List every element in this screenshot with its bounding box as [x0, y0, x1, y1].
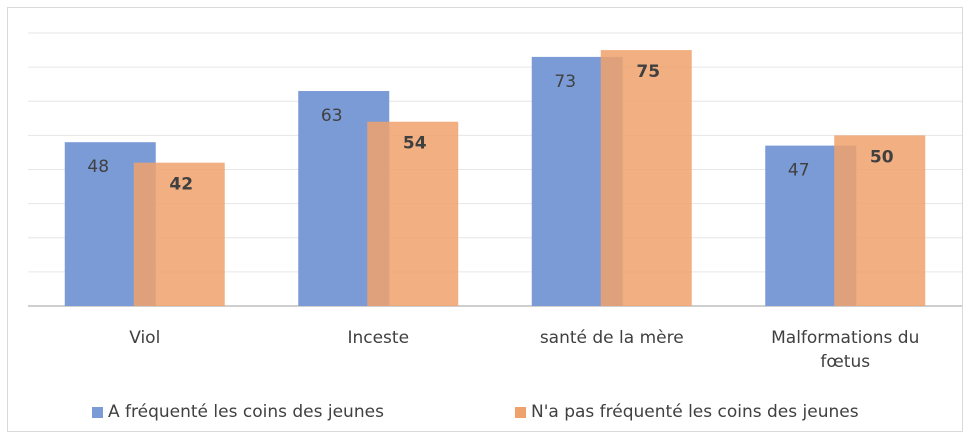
legend-item: A fréquenté les coins des jeunes: [92, 402, 384, 422]
x-tick-label: Malformations du fœtus: [771, 328, 920, 372]
x-tick-label: santé de la mère: [539, 328, 684, 348]
data-label: 75: [636, 62, 660, 82]
legend-label: A fréquenté les coins des jeunes: [108, 402, 384, 422]
data-label: 73: [554, 72, 576, 92]
legend-swatch: [92, 406, 103, 418]
bar: [834, 135, 926, 306]
data-label: 47: [788, 161, 810, 181]
bar: [133, 162, 225, 306]
legend-swatch: [515, 406, 526, 418]
data-label: 63: [321, 106, 343, 126]
bar: [600, 50, 692, 306]
legend-item: N'a pas fréquenté les coins des jeunes: [515, 402, 859, 422]
data-label: 54: [403, 134, 427, 154]
x-tick-label: Inceste: [347, 328, 410, 348]
legend-label: N'a pas fréquenté les coins des jeunes: [531, 402, 859, 422]
data-label: 42: [169, 175, 193, 195]
data-label: 50: [870, 147, 894, 167]
data-label: 48: [87, 157, 109, 177]
bar: [367, 121, 459, 306]
x-tick-label: Viol: [129, 328, 161, 348]
